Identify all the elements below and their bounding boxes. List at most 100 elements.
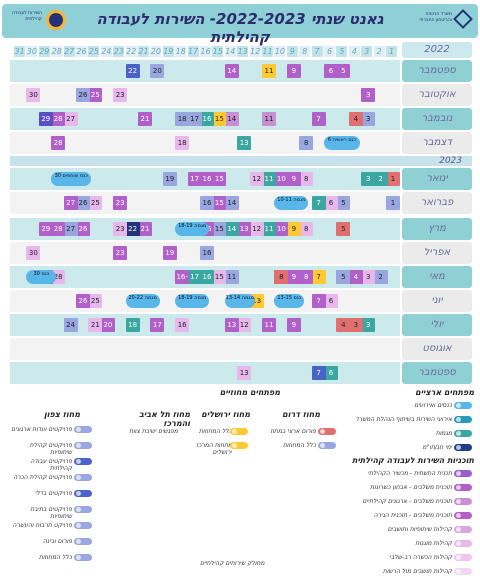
event-box[interactable]: 16 (175, 318, 190, 332)
event-box[interactable]: 13 (237, 366, 252, 380)
event-box[interactable]: 7 (311, 294, 326, 308)
event-box[interactable]: 2 (373, 172, 388, 186)
event-box[interactable]: 10 (274, 172, 289, 186)
event-box[interactable]: 9 (286, 318, 301, 332)
conference-pill[interactable]: 20-22 מגמה (125, 294, 160, 308)
event-box[interactable]: 11 (262, 112, 276, 126)
event-box[interactable]: 4 (336, 318, 351, 332)
event-box[interactable]: 16 (200, 270, 214, 284)
event-box[interactable]: 15 (212, 270, 227, 284)
event-box[interactable]: 20 (100, 318, 115, 332)
event-box[interactable]: 20 (150, 64, 165, 78)
event-box[interactable]: 14 (224, 64, 239, 78)
event-box[interactable]: 27 (63, 196, 78, 210)
event-box[interactable]: 13 (224, 318, 239, 332)
event-box[interactable]: 4 (348, 270, 363, 284)
event-box[interactable]: 7 (311, 366, 326, 380)
event-box[interactable]: 10 (274, 222, 289, 236)
event-box[interactable]: 2 (373, 270, 388, 284)
event-box[interactable]: 8 (274, 270, 289, 284)
event-box[interactable]: 11 (262, 318, 276, 332)
event-box[interactable]: 11 (262, 172, 276, 186)
conference-pill[interactable]: כנס 13-15 (274, 294, 305, 308)
event-box[interactable]: 11 (224, 270, 239, 284)
conference-pill[interactable]: 6 כנס ראשית (324, 136, 360, 150)
event-box[interactable]: 14 (224, 222, 239, 236)
event-box[interactable]: 5 (336, 64, 351, 78)
event-box[interactable]: 13 (237, 136, 252, 150)
event-box[interactable]: 11 (262, 222, 276, 236)
event-box[interactable]: 5 (336, 196, 351, 210)
event-box[interactable]: 12 (249, 172, 264, 186)
event-box[interactable]: 3 (361, 172, 376, 186)
event-box[interactable]: 14 (224, 196, 239, 210)
event-box[interactable]: 8 (299, 136, 314, 150)
event-box[interactable]: 25 (88, 196, 103, 210)
event-box[interactable]: 3 (348, 318, 363, 332)
event-box[interactable]: 9 (286, 270, 301, 284)
event-box[interactable]: 8 (299, 172, 314, 186)
event-box[interactable]: 8 (299, 270, 314, 284)
event-box[interactable]: 25 (88, 294, 103, 308)
event-box[interactable]: 17 (187, 270, 202, 284)
event-box[interactable]: 26 (76, 88, 90, 102)
event-box[interactable]: 8 (299, 222, 314, 236)
conference-pill[interactable]: 18-19 מגמה (175, 294, 210, 308)
event-box[interactable]: 9 (286, 64, 301, 78)
event-box[interactable]: 26 (76, 294, 90, 308)
event-box[interactable]: 3 (361, 88, 376, 102)
event-box[interactable]: 17 (187, 172, 202, 186)
event-box[interactable]: 16 (200, 172, 214, 186)
event-box[interactable]: 12 (237, 318, 252, 332)
event-box[interactable]: 19 (162, 246, 177, 260)
event-box[interactable]: 23 (113, 246, 128, 260)
event-box[interactable]: 5 (336, 270, 351, 284)
conference-pill[interactable]: 30 כנס שותפים (51, 172, 92, 186)
event-box[interactable]: 4 (348, 112, 363, 126)
event-box[interactable]: 22 (125, 64, 140, 78)
event-box[interactable]: 17 (150, 318, 165, 332)
event-box[interactable]: 18 (175, 136, 190, 150)
event-box[interactable]: 1 (386, 196, 400, 210)
event-box[interactable]: 28 (51, 136, 66, 150)
event-box[interactable]: 19 (162, 172, 177, 186)
event-box[interactable]: 27 (63, 112, 78, 126)
event-box[interactable]: 26 (76, 196, 90, 210)
event-box[interactable]: 7 (311, 196, 326, 210)
event-box[interactable]: 16-17 (175, 270, 190, 295)
event-box[interactable]: 16 (200, 112, 214, 126)
event-box[interactable]: 1 (386, 172, 400, 186)
event-box[interactable]: 24 (63, 318, 78, 332)
event-box[interactable]: 3 (361, 318, 376, 332)
event-box[interactable]: 16 (200, 196, 214, 210)
event-box[interactable]: 7 (311, 270, 326, 284)
event-box[interactable]: 30 (26, 246, 41, 260)
conference-pill[interactable]: 18-19 מגמה (175, 222, 210, 236)
event-box[interactable]: 30 (26, 88, 41, 102)
event-box[interactable]: 5 (336, 222, 351, 236)
event-box[interactable]: 29 (38, 222, 53, 236)
event-box[interactable]: 6 (324, 64, 338, 78)
event-box[interactable]: 15 (212, 172, 227, 186)
event-box[interactable]: 3 (361, 270, 376, 284)
event-box[interactable]: 15 (212, 196, 227, 210)
event-box[interactable]: 15 (212, 112, 227, 126)
event-box[interactable]: 29 (38, 112, 53, 126)
event-box[interactable]: 25 (88, 88, 103, 102)
event-box[interactable]: 7 (311, 112, 326, 126)
event-box[interactable]: 23 (113, 88, 128, 102)
event-box[interactable]: 23 (113, 196, 128, 210)
event-box[interactable]: 26 (76, 222, 90, 236)
event-box[interactable]: 9 (286, 222, 301, 236)
event-box[interactable]: 6 (324, 366, 338, 380)
event-box[interactable]: 18 (125, 318, 140, 332)
event-box[interactable]: 12 (249, 222, 264, 236)
conference-pill[interactable]: 10-11 מגמה (274, 196, 309, 210)
event-box[interactable]: 28 (51, 112, 66, 126)
conference-pill[interactable]: 13-14 מגמה (224, 294, 255, 308)
event-box[interactable]: 23 (113, 222, 128, 236)
event-box[interactable]: 18 (175, 112, 190, 126)
event-box[interactable]: 22 (125, 222, 140, 236)
event-box[interactable]: 28 (51, 222, 66, 236)
conference-pill[interactable]: 30 כנס (26, 270, 57, 284)
